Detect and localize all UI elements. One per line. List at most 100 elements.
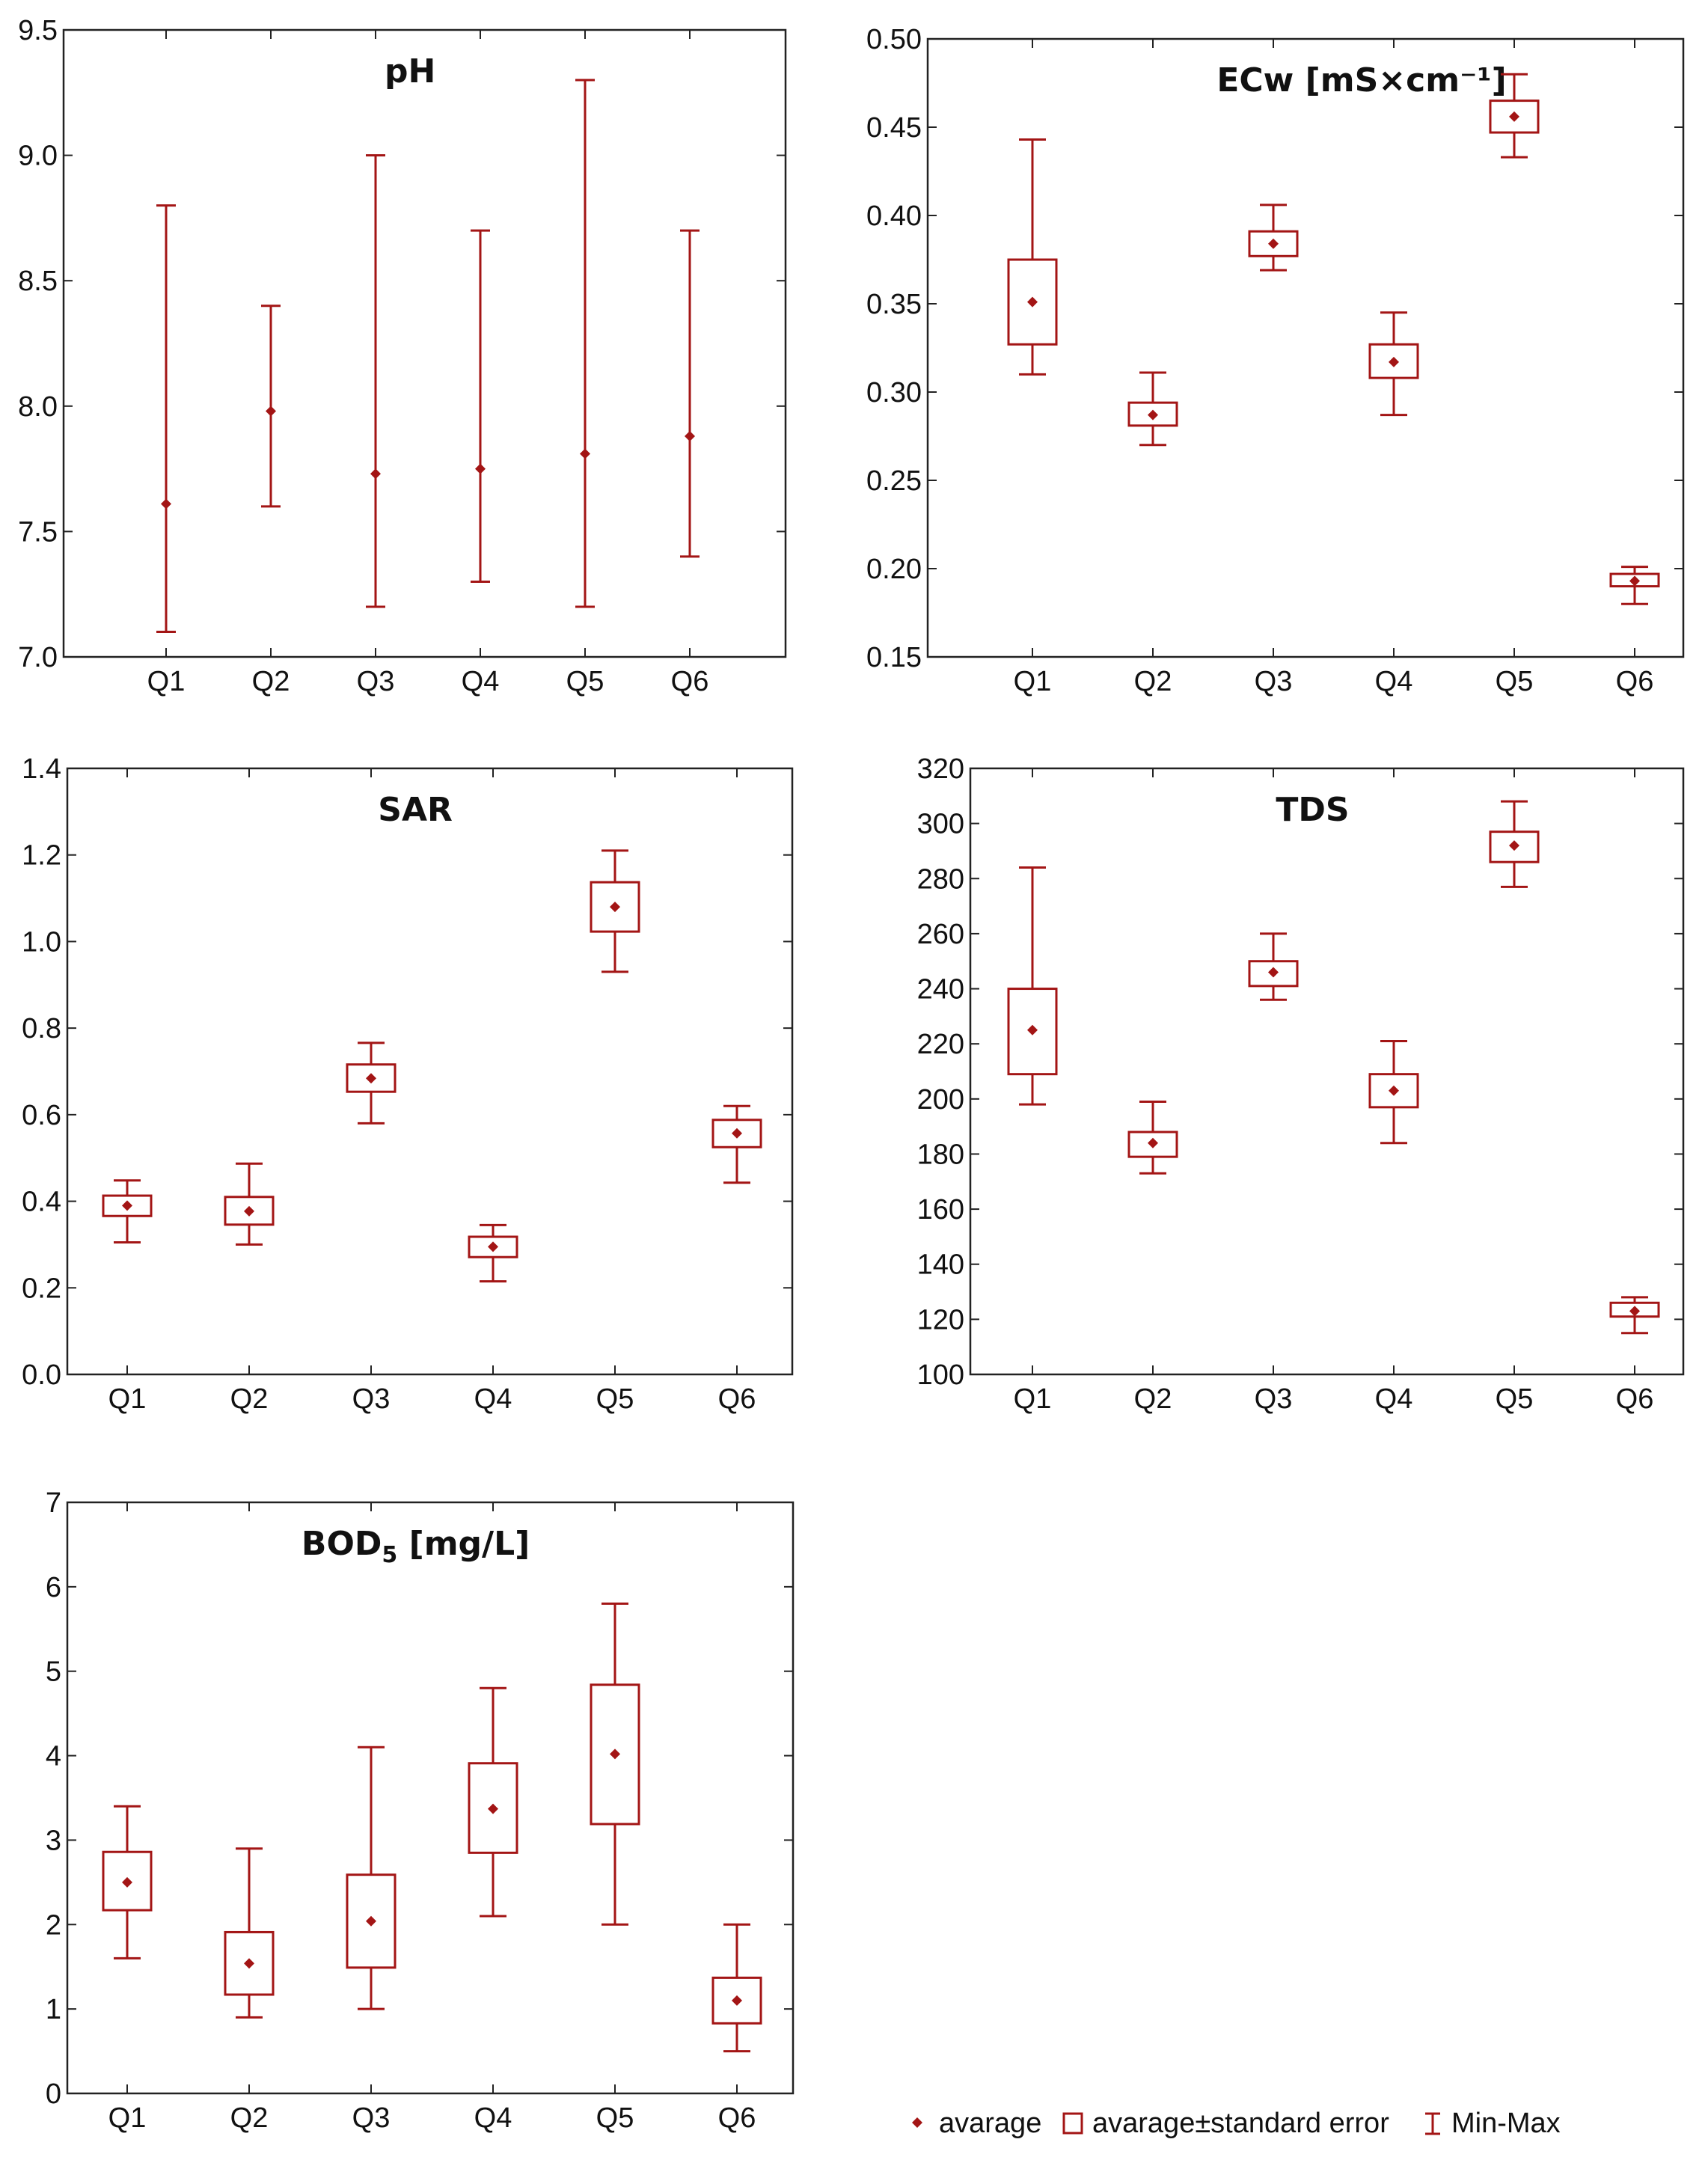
- series-q2: [224, 1162, 275, 1246]
- mean-marker: [1148, 1137, 1158, 1148]
- y-tick-label: 3: [46, 1825, 61, 1856]
- legend-average-marker: [912, 2117, 922, 2128]
- series-q6: [1609, 566, 1660, 605]
- mean-marker: [1027, 296, 1038, 308]
- series-q6: [680, 229, 700, 558]
- x-tick-label: Q5: [1496, 1383, 1534, 1415]
- series-q3: [346, 1041, 397, 1125]
- y-tick-label: 1.4: [22, 753, 61, 785]
- stderr-box: [1007, 258, 1058, 346]
- mean-marker: [1268, 967, 1279, 978]
- mean-marker: [610, 1749, 620, 1760]
- y-tick-label: 140: [917, 1249, 964, 1281]
- mean-marker: [732, 1995, 742, 2006]
- mean-marker: [1629, 575, 1640, 587]
- y-tick-label: 0.6: [22, 1100, 61, 1131]
- x-tick-label: Q1: [1014, 1383, 1052, 1415]
- panel-title-main: TDS: [1276, 791, 1349, 829]
- x-tick-label: Q6: [1616, 1383, 1654, 1415]
- panel-title-main: pH: [385, 52, 435, 91]
- stderr-box: [1007, 988, 1058, 1076]
- y-tick-label: 1: [46, 1994, 61, 2025]
- y-tick-label: 9.5: [18, 15, 58, 46]
- mean-marker: [161, 498, 171, 510]
- mean-marker: [580, 448, 590, 459]
- legend-stderr-marker: [1062, 2112, 1083, 2135]
- series-q3: [1248, 204, 1299, 272]
- x-tick-label: Q2: [230, 1383, 269, 1415]
- x-tick-label: Q6: [718, 2102, 756, 2134]
- mean-marker: [610, 902, 620, 913]
- mean-marker: [488, 1241, 498, 1252]
- series-q5: [590, 849, 640, 973]
- x-tick-label: Q1: [147, 666, 186, 697]
- y-tick-label: 8.5: [18, 266, 58, 297]
- mean-marker: [732, 1128, 742, 1139]
- x-tick-label: Q3: [1255, 1383, 1293, 1415]
- panel-title: SAR: [378, 791, 453, 829]
- y-tick-label: 0.50: [866, 24, 922, 55]
- mean-marker: [122, 1876, 132, 1888]
- y-tick-label: 120: [917, 1304, 964, 1336]
- mean-marker: [1148, 409, 1158, 420]
- y-tick-label: 160: [917, 1194, 964, 1226]
- y-tick-label: 0.20: [866, 554, 922, 585]
- panel-title-subscript: 5: [382, 1542, 397, 1568]
- x-tick-label: Q3: [352, 2102, 391, 2134]
- panel-title: TDS: [1276, 791, 1349, 829]
- mean-marker: [1027, 1024, 1038, 1035]
- stderr-box: [468, 1235, 518, 1258]
- series-q3: [1248, 932, 1299, 1001]
- y-tick-label: 2: [46, 1909, 61, 1941]
- stderr-box: [346, 1063, 397, 1093]
- y-tick-label: 5: [46, 1656, 61, 1688]
- mean-marker: [266, 406, 276, 417]
- series-q2: [1127, 371, 1178, 447]
- y-tick-label: 1.2: [22, 840, 61, 872]
- stderr-box: [1489, 100, 1540, 134]
- stderr-box: [1609, 572, 1660, 588]
- panel-title: BOD5 [mg/L]: [301, 1525, 530, 1568]
- mean-marker: [1389, 1085, 1399, 1096]
- mean-marker: [244, 1958, 254, 1969]
- y-tick-label: 0.8: [22, 1013, 61, 1044]
- x-tick-label: Q4: [474, 1383, 512, 1415]
- x-tick-label: Q6: [671, 666, 709, 697]
- y-tick-label: 0.40: [866, 201, 922, 232]
- series-q3: [366, 154, 385, 608]
- stderr-box: [224, 1196, 275, 1226]
- y-tick-label: 1.0: [22, 926, 61, 958]
- plot-frame: [926, 37, 1685, 658]
- mean-marker: [475, 463, 486, 474]
- stderr-box: [1609, 1301, 1660, 1318]
- mean-marker: [1629, 1306, 1640, 1317]
- stderr-box: [590, 1683, 640, 1826]
- y-tick-label: 0: [46, 2078, 61, 2110]
- series-q4: [468, 1223, 518, 1283]
- x-tick-label: Q5: [1496, 666, 1534, 697]
- y-tick-label: 280: [917, 863, 964, 895]
- x-tick-label: Q4: [462, 666, 500, 697]
- x-tick-label: Q1: [1014, 666, 1052, 697]
- series-q3: [346, 1746, 397, 2010]
- y-tick-label: 6: [46, 1572, 61, 1603]
- series-q1: [102, 1805, 153, 1959]
- mean-marker: [122, 1200, 132, 1211]
- x-tick-label: Q5: [596, 1383, 634, 1415]
- x-tick-label: Q6: [1616, 666, 1654, 697]
- series-q1: [1007, 866, 1058, 1106]
- mean-marker: [1389, 356, 1399, 367]
- chart-tds: 100 120 140 160 180 200 220 240 260 280 300 320 Q1 Q2…: [917, 753, 1685, 1415]
- panel-title: ECw [mS×cm⁻¹]: [1216, 61, 1506, 100]
- chart-ecw: 0.15 0.20 0.25 0.30 0.35 0.40 0.45 0.50 Q1 Q2 Q3 Q4…: [866, 24, 1685, 697]
- panel-title-main: ECw [mS×cm⁻¹]: [1216, 61, 1506, 100]
- y-tick-label: 0.35: [866, 289, 922, 320]
- y-tick-label: 100: [917, 1359, 964, 1391]
- mean-marker: [366, 1073, 376, 1084]
- x-tick-label: Q6: [718, 1383, 756, 1415]
- series-q2: [1127, 1101, 1178, 1175]
- y-tick-label: 180: [917, 1139, 964, 1170]
- series-q2: [224, 1847, 275, 2019]
- series-q1: [156, 204, 176, 633]
- x-tick-label: Q2: [252, 666, 290, 697]
